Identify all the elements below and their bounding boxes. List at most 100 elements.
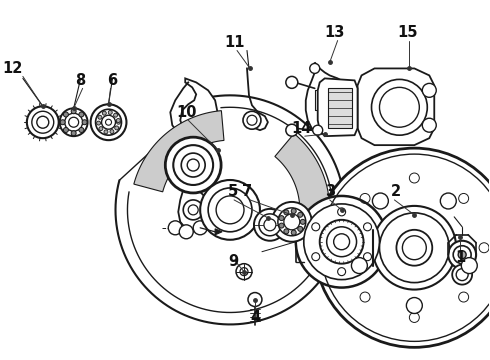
Circle shape [278,208,306,236]
Text: 8: 8 [75,73,86,88]
Circle shape [60,120,65,125]
Circle shape [188,205,198,215]
Text: 9: 9 [228,254,238,269]
Circle shape [116,118,121,122]
Circle shape [284,214,300,230]
Circle shape [379,87,419,127]
Circle shape [79,127,84,132]
Circle shape [243,111,261,129]
Polygon shape [275,134,330,244]
Text: 5: 5 [228,184,238,199]
Circle shape [284,229,289,234]
Circle shape [187,159,199,171]
Circle shape [27,106,59,138]
Circle shape [448,241,476,269]
Circle shape [79,112,84,117]
Circle shape [372,193,389,209]
Circle shape [286,76,298,88]
Circle shape [236,264,252,280]
Circle shape [456,269,468,280]
Circle shape [327,227,357,257]
Circle shape [402,236,426,260]
Text: 13: 13 [324,25,345,40]
Circle shape [291,208,296,213]
Polygon shape [178,190,210,232]
Circle shape [291,230,296,235]
Circle shape [259,214,281,236]
Circle shape [208,188,252,232]
Text: 2: 2 [392,184,401,199]
Circle shape [279,216,284,221]
Circle shape [422,118,436,132]
Circle shape [63,112,69,117]
Circle shape [69,117,78,127]
Circle shape [338,208,345,216]
Text: 3: 3 [324,184,335,199]
Circle shape [364,223,371,231]
Circle shape [37,116,49,128]
Circle shape [254,209,286,241]
Circle shape [351,258,368,274]
Circle shape [286,124,298,136]
Circle shape [458,251,466,259]
Circle shape [200,180,260,240]
Circle shape [114,113,118,117]
Circle shape [296,196,388,288]
Circle shape [441,193,456,209]
Circle shape [315,148,490,347]
Circle shape [91,104,126,140]
Circle shape [248,293,262,306]
Circle shape [364,253,371,261]
Circle shape [71,131,76,136]
Text: 6: 6 [107,73,118,88]
Circle shape [117,120,121,124]
Circle shape [60,108,88,136]
Circle shape [32,111,54,133]
Circle shape [105,119,112,125]
Text: 12: 12 [3,61,23,76]
Circle shape [193,221,207,235]
Circle shape [101,115,116,129]
Circle shape [240,268,248,276]
Circle shape [338,268,345,276]
Circle shape [396,230,432,266]
Circle shape [96,109,122,135]
Polygon shape [328,88,352,128]
Circle shape [108,111,112,114]
Circle shape [313,125,323,135]
Circle shape [298,212,303,217]
Polygon shape [134,111,224,192]
Circle shape [183,200,203,220]
Circle shape [165,137,221,193]
Circle shape [115,126,119,130]
Circle shape [97,121,100,125]
Circle shape [102,111,106,115]
Text: 7: 7 [242,184,252,199]
Circle shape [71,109,76,114]
Circle shape [104,130,108,134]
Circle shape [334,234,349,250]
Circle shape [310,63,319,73]
Circle shape [453,246,471,264]
Circle shape [371,80,427,135]
Circle shape [372,206,456,289]
Circle shape [264,219,276,231]
Circle shape [168,221,182,235]
Text: 11: 11 [225,35,245,50]
Circle shape [65,113,83,131]
Text: 15: 15 [397,25,417,40]
Circle shape [63,127,69,132]
Polygon shape [180,78,218,135]
Circle shape [298,226,303,231]
Text: 1: 1 [455,250,466,265]
Circle shape [179,225,193,239]
Text: 10: 10 [176,105,196,120]
Text: 14: 14 [292,121,312,136]
Circle shape [216,196,244,224]
Circle shape [247,115,257,125]
Polygon shape [358,68,434,145]
Circle shape [272,202,312,242]
Circle shape [406,298,422,314]
Circle shape [284,210,289,215]
Circle shape [379,213,449,283]
